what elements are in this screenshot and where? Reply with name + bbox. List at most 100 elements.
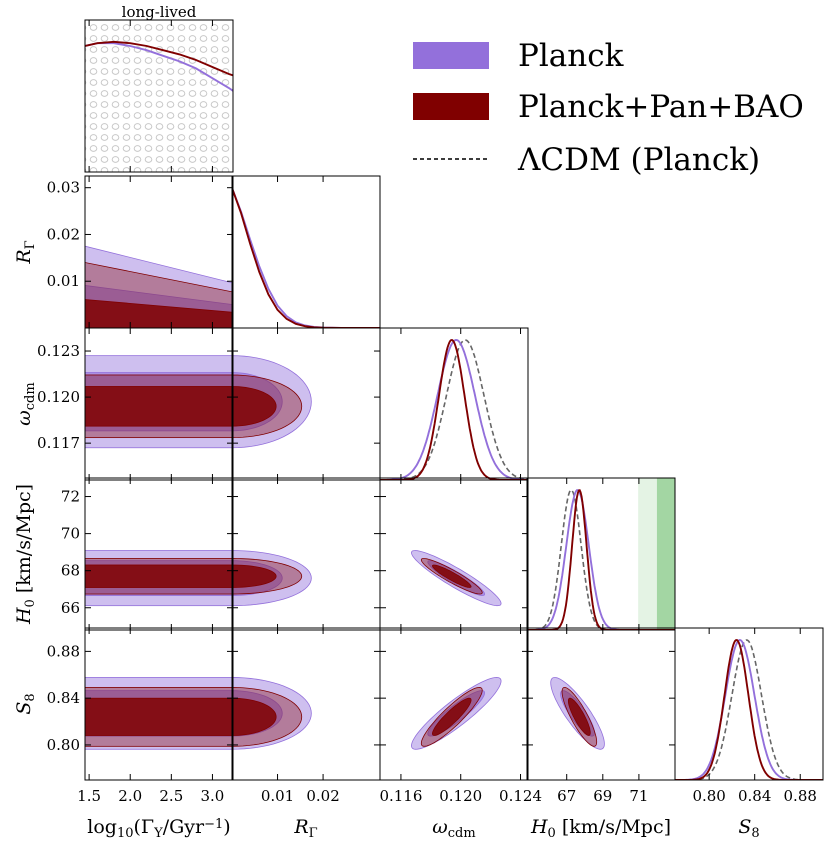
panel-H0-vs-log10G [85,550,233,607]
y-axis-label-wcdm-part: cdm [23,382,38,410]
x-axis-label-S8-part: S [738,816,751,838]
x-tick-label-wcdm: 0.120 [439,787,482,805]
legend: Planck Planck+Pan+BAO ΛCDM (Planck) [413,38,804,178]
diag-log10G [85,20,233,172]
y-axis-label-S8-part: 8 [23,693,38,701]
frame-layer [84,19,824,781]
marginal-S8-planck [675,639,823,780]
panel-S8-vs-H0 [550,677,605,750]
y-tick-label-H0: 66 [61,599,80,617]
x-tick-label-log10G: 3.0 [201,787,225,805]
frame-S8-vs-S8 [674,627,824,781]
y-tick-label-RG: 0.01 [47,272,80,290]
sh0es-band-2sigma [638,478,675,630]
y-axis-label-RG-part: R [13,249,35,264]
x-tick-label-wcdm: 0.116 [379,787,422,805]
y-tick-label-RG: 0.02 [47,225,80,243]
x-axis-label-wcdm-part: cdm [448,826,476,841]
x-axis-label-S8-part: 8 [751,826,759,841]
diag-RG [232,187,380,328]
x-tick-label-wcdm: 0.124 [499,787,542,805]
y-axis-label-S8: S8 [13,693,38,714]
x-tick-label-log10G: 1.5 [77,787,101,805]
marginal-RG-planckpanbao [232,187,380,328]
x-axis-label-RG-part: Γ [309,826,318,841]
marginal-H0-cdmplanck [527,489,675,630]
legend-label-planck-pan-bao: Planck+Pan+BAO [518,89,804,125]
panel-H0-vs-RG [232,550,312,607]
y-tick-label-S8: 0.80 [47,736,80,754]
x-tick-label-S8: 0.80 [692,787,725,805]
legend-label-lcdm: ΛCDM (Planck) [517,142,760,178]
x-axis-label-log10G-part: (Γ [134,816,155,838]
legend-swatch-planck [413,42,489,69]
frame-H0-vs-wcdm [379,477,529,631]
y-axis-label-wcdm-part: ω [13,410,35,426]
panel-S8-vs-RG [232,677,312,750]
prior-hatch [85,20,233,172]
x-tick-label-RG: 0.01 [261,787,294,805]
contour-1sigma-planckpanbao [431,564,472,588]
contour-1sigma-planckpanbao [85,299,233,328]
y-tick-label-S8: 0.88 [47,642,80,660]
x-axis-label-log10G-part: log [87,816,117,838]
x-axis-label-H0-part: [km/s/Mpc] [556,816,671,838]
x-axis-label-RG-part: R [293,816,308,838]
frame-log10G-vs-log10G [84,19,234,173]
y-axis-label-RG-part: Γ [23,240,38,249]
panel-wcdm-vs-log10G [85,355,233,449]
y-axis-label-H0-part: [km/s/Mpc] [13,484,35,599]
x-tick-label-H0: 69 [593,787,612,805]
x-tick-label-S8: 0.84 [738,787,771,805]
prior-region-label: long-lived [122,3,197,21]
x-tick-label-H0: 71 [629,787,648,805]
x-axis-label-log10G-part: 10 [117,826,134,841]
y-tick-label-wcdm: 0.117 [37,434,80,452]
contour-1sigma-planckpanbao [85,564,233,588]
contour-1sigma-planckpanbao [232,386,277,427]
panel-RG-vs-log10G [85,245,233,328]
frame-wcdm-vs-wcdm [379,327,529,481]
legend-swatch-planck-pan-bao [413,93,489,120]
x-tick-label-RG: 0.02 [306,787,339,805]
marginal-log10G-planckpanbao [85,40,233,77]
marginal-S8-planckpanbao [675,639,823,780]
y-axis-label-H0-part: H [13,607,35,625]
frame-wcdm-vs-log10G [84,327,234,481]
panel-S8-vs-log10G [85,677,233,750]
contour-1sigma-planckpanbao [232,697,277,736]
frame-H0-vs-H0 [526,477,676,631]
y-tick-label-wcdm: 0.123 [37,342,80,360]
y-axis-label-S8-part: S [13,702,35,715]
contour-1sigma-planckpanbao [85,697,233,736]
x-axis-label-wcdm-part: ω [432,816,448,838]
contour-1sigma-planckpanbao [568,697,591,736]
y-axis-label-wcdm: ωcdm [13,382,38,425]
x-axis-label-H0-part: 0 [548,826,556,841]
frame-S8-vs-wcdm [379,627,529,781]
y-tick-label-H0: 72 [61,488,80,506]
contour-1sigma-planckpanbao [85,386,233,427]
panel-S8-vs-wcdm [410,676,502,750]
x-axis-label-H0-part: H [530,816,548,838]
y-axis-label-H0: H0 [km/s/Mpc] [13,484,38,625]
contour-1sigma-planckpanbao [431,697,472,736]
y-tick-label-wcdm: 0.120 [37,388,80,406]
diag-H0 [527,478,675,630]
marginal-wcdm-planckpanbao [380,339,528,480]
text-layer: 1.5 2.0 2.5 3.0 0.01 0.02 0.116 0.120 0.124 67 69 7… [13,3,817,841]
diag-wcdm [380,339,528,480]
x-tick-label-S8: 0.88 [784,787,817,805]
frame-S8-vs-H0 [526,627,676,781]
marginal-H0-planck [527,489,675,630]
x-tick-label-log10G: 2.0 [118,787,142,805]
fill-layer [85,245,605,750]
x-axis-label-wcdm: ωcdm [432,816,475,841]
x-tick-label-H0: 67 [557,787,576,805]
x-axis-label-S8: S8 [738,816,759,841]
x-axis-label-log10G: log10(ΓY/Gyr−1) [87,816,230,841]
y-axis-label-RG: RΓ [13,240,38,264]
legend-label-planck: Planck [518,38,624,74]
y-axis-label-H0-part: 0 [23,599,38,607]
